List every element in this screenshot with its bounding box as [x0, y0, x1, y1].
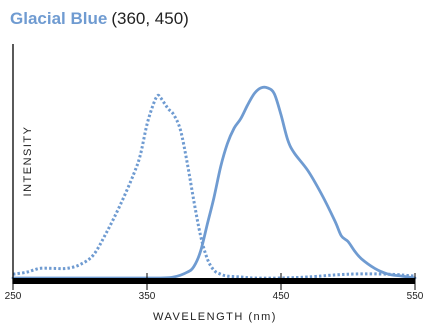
series-layer [13, 87, 415, 278]
x-tick-label-550: 550 [407, 291, 424, 302]
x-tick-label-350: 350 [139, 291, 156, 302]
x-axis-bar [13, 278, 415, 284]
x-tick-label-250: 250 [5, 291, 22, 302]
x-tick-label-450: 450 [273, 291, 290, 302]
y-axis-label: INTENSITY [22, 126, 34, 197]
emission-curve [13, 87, 415, 278]
x-axis-label: WAVELENGTH (nm) [153, 311, 277, 323]
